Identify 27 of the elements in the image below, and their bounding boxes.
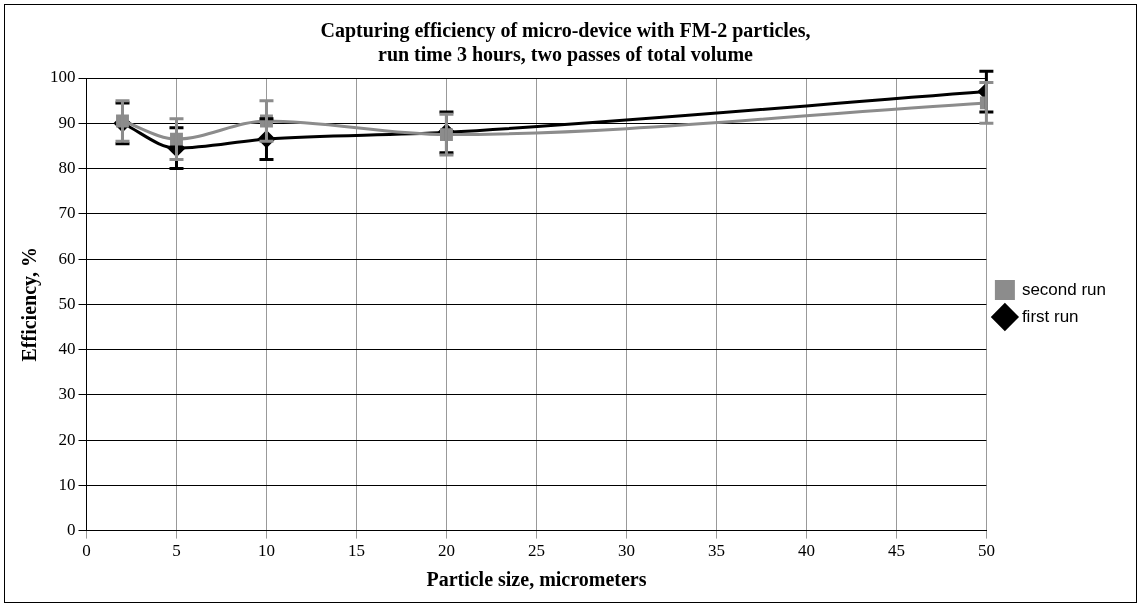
y-tick-label: 80 — [58, 157, 76, 177]
x-tick-label: 30 — [617, 541, 635, 561]
y-axis-title: Efficiency, % — [18, 247, 42, 362]
legend-label: second run — [1021, 279, 1107, 299]
legend-label: first run — [1021, 306, 1079, 326]
x-tick-label: 10 — [257, 541, 275, 561]
y-tick-label: 100 — [50, 67, 76, 87]
x-tick-label: 40 — [797, 541, 815, 561]
y-tick-label: 70 — [58, 203, 76, 223]
y-tick-label: 20 — [58, 429, 76, 449]
y-tick-label: 0 — [67, 520, 76, 540]
y-tick-label: 60 — [58, 248, 76, 268]
x-tick-label: 45 — [887, 541, 905, 561]
x-tick-label: 50 — [977, 541, 995, 561]
x-tick-label: 0 — [82, 541, 91, 561]
y-tick-label: 10 — [58, 474, 76, 494]
x-tick-label: 15 — [347, 541, 365, 561]
y-tick-label: 90 — [58, 112, 76, 132]
x-tick-label: 35 — [707, 541, 725, 561]
y-tick-label: 30 — [58, 384, 76, 404]
x-tick-label: 5 — [172, 541, 181, 561]
x-axis-title: Particle size, micrometers — [426, 568, 647, 591]
y-tick-label: 50 — [58, 293, 76, 313]
x-tick-label: 25 — [527, 541, 545, 561]
chart-title: Capturing efficiency of micro-device with FM-2 particles, run time 3 hours, two passes of total volume — [320, 19, 811, 67]
y-tick-label: 40 — [58, 339, 76, 359]
x-tick-label: 20 — [437, 541, 455, 561]
